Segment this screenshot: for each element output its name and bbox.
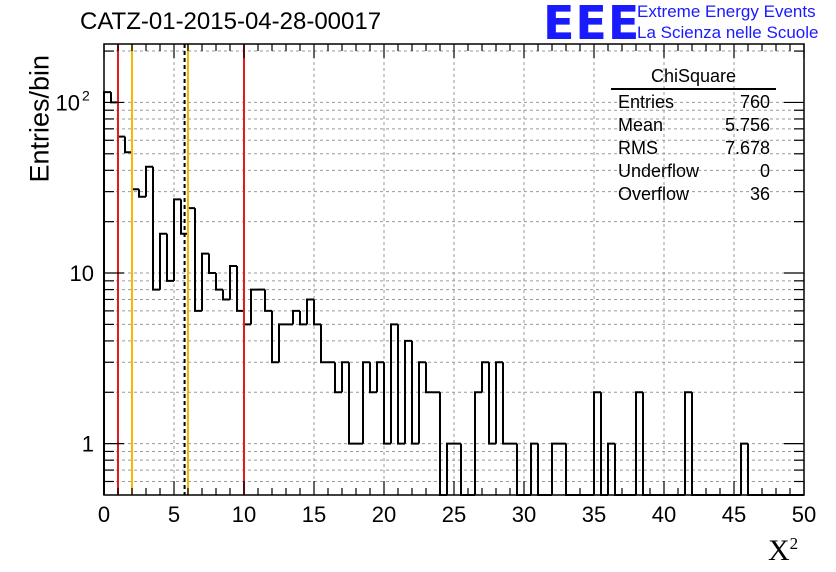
- x-axis-label-base: X: [768, 534, 790, 567]
- stats-row-label: Entries: [618, 92, 675, 112]
- histogram-bin: [474, 391, 482, 495]
- histogram-bin: [320, 324, 328, 364]
- histogram-bin: [271, 310, 279, 364]
- logo-caption-line1: Extreme Energy Events: [637, 2, 816, 21]
- histogram-bin: [488, 362, 496, 445]
- histogram-bin: [369, 362, 377, 394]
- logo-caption-line2: La Scienza nelle Scuole: [637, 23, 819, 42]
- histogram-bin: [166, 233, 174, 282]
- stats-row-value: 36: [749, 184, 770, 204]
- histogram-bin: [278, 323, 286, 363]
- x-tick-label: 45: [722, 502, 746, 527]
- histogram-bin: [103, 91, 111, 495]
- histogram-bin: [243, 310, 251, 326]
- stats-row: Underflow 0: [611, 160, 776, 183]
- histogram-bin: [194, 208, 202, 312]
- x-tick-label: 20: [372, 502, 396, 527]
- histogram-bin: [173, 198, 181, 281]
- x-tick-label: 25: [442, 502, 466, 527]
- y-tick-label: 10: [56, 90, 80, 115]
- x-tick-label: 40: [652, 502, 676, 527]
- histogram-bin: [684, 391, 692, 495]
- histogram-bin: [418, 361, 426, 444]
- x-tick-label: 30: [512, 502, 536, 527]
- histogram-bin: [607, 442, 615, 495]
- x-axis-label: X2: [768, 534, 798, 568]
- histogram-bin: [236, 265, 244, 312]
- histogram-bin: [397, 324, 405, 445]
- stats-row-value: 0: [759, 161, 770, 181]
- histogram-bin: [390, 323, 398, 444]
- histogram-bin: [292, 309, 300, 325]
- histogram-bin: [362, 361, 370, 444]
- histogram-bin: [446, 442, 454, 495]
- y-tick-label-exponent: 2: [82, 87, 90, 103]
- stats-row-label: Underflow: [618, 161, 700, 181]
- stats-row: Overflow 36: [611, 183, 776, 206]
- histogram-bin: [215, 273, 223, 291]
- stats-row: Entries 760: [611, 91, 776, 114]
- x-axis-label-sup: 2: [789, 534, 799, 553]
- y-tick-label: 1: [82, 432, 94, 457]
- stats-row-label: Mean: [618, 115, 664, 135]
- histogram-bin: [208, 253, 216, 275]
- x-tick-label: 50: [792, 502, 816, 527]
- x-tick-label: 10: [232, 502, 256, 527]
- histogram-bin: [264, 289, 272, 312]
- run-title: CATZ-01-2015-04-28-00017: [80, 8, 382, 35]
- histogram-bin: [306, 298, 314, 325]
- histogram-bin: [530, 442, 538, 495]
- histogram-bin: [551, 442, 559, 495]
- histogram-bin: [110, 92, 118, 104]
- stats-box: ChiSquare Entries 760 Mean 5.756 RMS 7.678 Und…: [611, 66, 776, 206]
- histogram-bin: [222, 289, 230, 301]
- histogram-bin: [299, 310, 307, 326]
- stats-row: Mean 5.756: [611, 114, 776, 137]
- x-tick-label: 35: [582, 502, 606, 527]
- x-tick-label: 5: [168, 502, 180, 527]
- stats-row: RMS 7.678: [611, 137, 776, 160]
- histogram-bin: [145, 165, 153, 197]
- histogram-bin: [138, 189, 146, 198]
- histogram-bin: [635, 391, 643, 495]
- histogram-bin: [229, 264, 237, 300]
- histogram-bin: [740, 442, 748, 495]
- stats-row-value: 760: [739, 92, 770, 112]
- histogram-bin: [152, 166, 160, 291]
- stats-row-value: 7.678: [724, 138, 770, 158]
- stats-title: ChiSquare: [611, 66, 776, 90]
- histogram-bin: [593, 391, 601, 495]
- histogram-bin: [124, 136, 132, 154]
- histogram-bin: [348, 362, 356, 445]
- stats-row-label: Overflow: [618, 184, 690, 204]
- histogram-bin: [313, 299, 321, 326]
- histogram-bin: [411, 340, 419, 445]
- histogram-bin: [180, 199, 188, 235]
- x-tick-label: 0: [98, 502, 110, 527]
- histogram-bin: [117, 102, 125, 138]
- histogram-bin: [341, 361, 349, 393]
- stats-row-value: 5.756: [724, 115, 770, 135]
- histogram-bin: [250, 288, 258, 325]
- histogram-bin: [404, 339, 412, 444]
- eee-logo: EEE: [543, 0, 641, 50]
- histogram-bin: [187, 207, 195, 234]
- y-tick-label: 10: [70, 261, 94, 286]
- histogram-bin: [495, 361, 503, 444]
- histogram-bin: [376, 361, 384, 393]
- x-tick-label: 15: [302, 502, 326, 527]
- histogram-bin: [201, 252, 209, 311]
- histogram-bin: [159, 232, 167, 290]
- histogram-bin: [481, 361, 489, 393]
- histogram-bin: [425, 362, 433, 394]
- histogram-bin: [383, 362, 391, 445]
- histogram-bin: [502, 362, 510, 445]
- stats-row-label: RMS: [618, 138, 658, 158]
- histogram-bin: [334, 362, 342, 394]
